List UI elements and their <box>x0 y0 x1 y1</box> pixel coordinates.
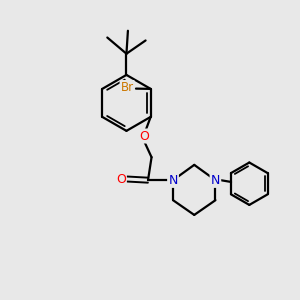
Text: N: N <box>168 174 178 187</box>
Text: O: O <box>139 130 149 142</box>
Text: Br: Br <box>121 81 134 94</box>
Text: N: N <box>211 174 220 187</box>
Text: O: O <box>116 172 126 185</box>
Text: N: N <box>168 174 178 187</box>
Text: N: N <box>211 174 220 187</box>
